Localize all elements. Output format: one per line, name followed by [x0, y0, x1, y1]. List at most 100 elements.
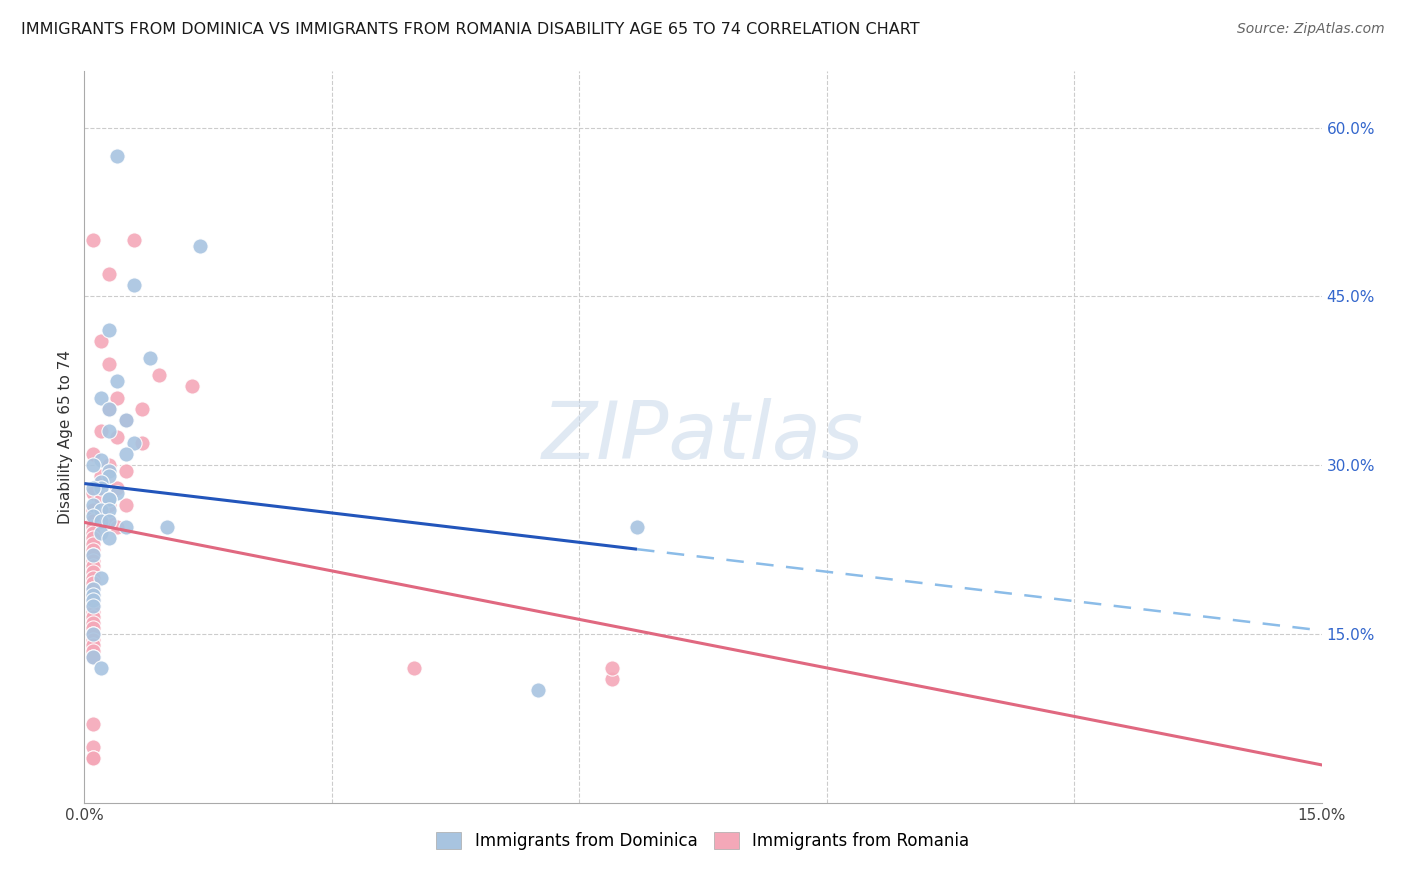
Point	[82, 525, 104, 540]
Point	[98, 401, 121, 416]
Point	[90, 475, 112, 489]
Point	[82, 627, 104, 641]
Point	[82, 520, 104, 534]
Point	[82, 582, 104, 596]
Point	[114, 520, 136, 534]
Point	[105, 520, 128, 534]
Point	[114, 498, 136, 512]
Point	[90, 452, 112, 467]
Point	[82, 498, 104, 512]
Point	[131, 401, 153, 416]
Point	[114, 447, 136, 461]
Point	[122, 435, 145, 450]
Point	[114, 464, 136, 478]
Point	[105, 430, 128, 444]
Point	[90, 661, 112, 675]
Point	[105, 391, 128, 405]
Point	[105, 374, 128, 388]
Y-axis label: Disability Age 65 to 74: Disability Age 65 to 74	[58, 350, 73, 524]
Point	[90, 425, 112, 439]
Point	[82, 588, 104, 602]
Point	[98, 491, 121, 506]
Point	[82, 599, 104, 613]
Point	[90, 334, 112, 349]
Point	[82, 525, 104, 540]
Point	[90, 469, 112, 483]
Point	[82, 542, 104, 557]
Point	[90, 508, 112, 523]
Point	[98, 515, 121, 529]
Point	[82, 571, 104, 585]
Point	[82, 605, 104, 619]
Point	[82, 548, 104, 562]
Point	[90, 508, 112, 523]
Point	[98, 469, 121, 483]
Text: ZIPatlas: ZIPatlas	[541, 398, 865, 476]
Point	[131, 435, 153, 450]
Point	[82, 508, 104, 523]
Point	[122, 233, 145, 247]
Point	[82, 554, 104, 568]
Point	[626, 520, 648, 534]
Point	[98, 401, 121, 416]
Point	[180, 379, 202, 393]
Point	[188, 239, 211, 253]
Point	[82, 621, 104, 635]
Point	[82, 233, 104, 247]
Point	[82, 486, 104, 500]
Point	[600, 672, 623, 686]
Point	[156, 520, 179, 534]
Point	[82, 588, 104, 602]
Point	[82, 649, 104, 664]
Point	[82, 593, 104, 607]
Point	[105, 149, 128, 163]
Point	[82, 582, 104, 596]
Point	[82, 515, 104, 529]
Point	[98, 464, 121, 478]
Text: Source: ZipAtlas.com: Source: ZipAtlas.com	[1237, 22, 1385, 37]
Point	[527, 683, 550, 698]
Point	[82, 632, 104, 647]
Legend: Immigrants from Dominica, Immigrants from Romania: Immigrants from Dominica, Immigrants fro…	[426, 822, 980, 860]
Point	[82, 649, 104, 664]
Point	[82, 599, 104, 613]
Point	[82, 627, 104, 641]
Point	[122, 278, 145, 293]
Point	[82, 447, 104, 461]
Point	[98, 532, 121, 546]
Point	[82, 537, 104, 551]
Point	[114, 413, 136, 427]
Point	[98, 357, 121, 371]
Point	[404, 661, 426, 675]
Point	[98, 503, 121, 517]
Point	[82, 638, 104, 652]
Point	[82, 717, 104, 731]
Point	[82, 739, 104, 754]
Point	[82, 576, 104, 591]
Point	[82, 481, 104, 495]
Point	[82, 644, 104, 658]
Point	[82, 593, 104, 607]
Point	[90, 571, 112, 585]
Text: IMMIGRANTS FROM DOMINICA VS IMMIGRANTS FROM ROMANIA DISABILITY AGE 65 TO 74 CORR: IMMIGRANTS FROM DOMINICA VS IMMIGRANTS F…	[21, 22, 920, 37]
Point	[98, 267, 121, 281]
Point	[82, 565, 104, 579]
Point	[90, 525, 112, 540]
Point	[82, 751, 104, 765]
Point	[82, 503, 104, 517]
Point	[600, 661, 623, 675]
Point	[90, 391, 112, 405]
Point	[98, 515, 121, 529]
Point	[82, 548, 104, 562]
Point	[82, 458, 104, 473]
Point	[98, 498, 121, 512]
Point	[82, 751, 104, 765]
Point	[82, 610, 104, 624]
Point	[90, 481, 112, 495]
Point	[90, 515, 112, 529]
Point	[90, 503, 112, 517]
Point	[98, 458, 121, 473]
Point	[98, 323, 121, 337]
Point	[105, 481, 128, 495]
Point	[98, 425, 121, 439]
